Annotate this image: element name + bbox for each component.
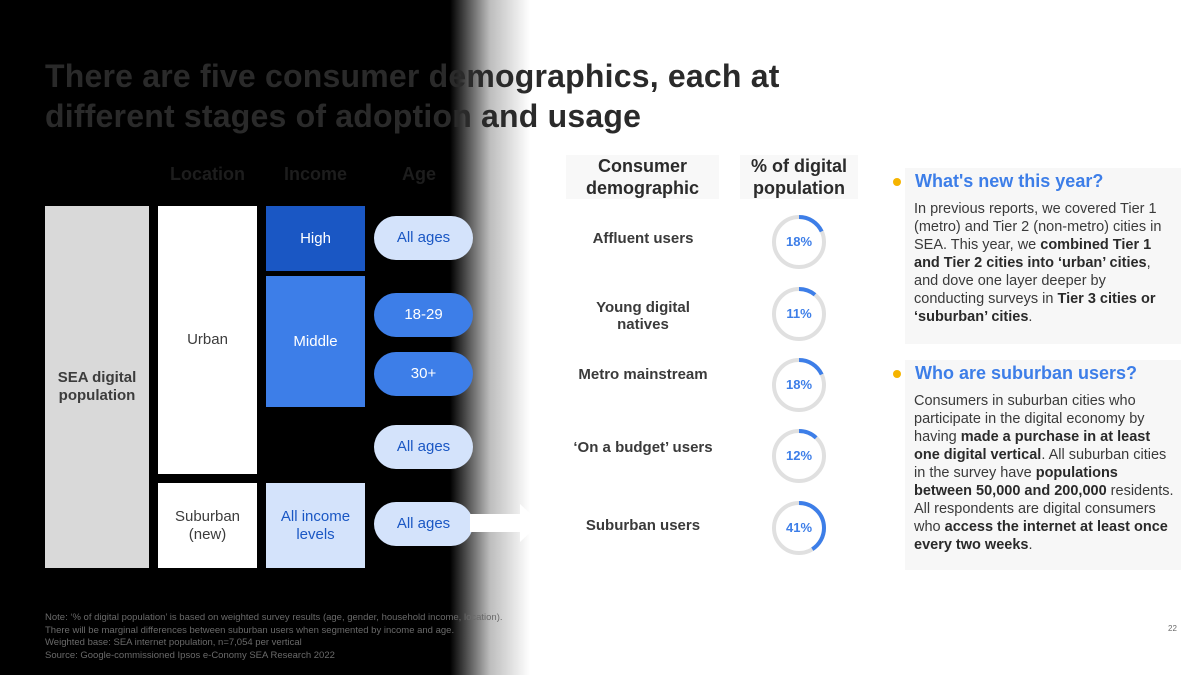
whats-new-panel — [905, 168, 1181, 344]
whats-new-title: What's new this year? — [915, 171, 1104, 191]
donut-chart: 11% — [772, 287, 826, 341]
donut-arc — [772, 501, 826, 555]
page-title: There are five consumer demographics, ea… — [45, 58, 780, 134]
segment-label: Suburban users — [585, 517, 701, 534]
segment-label: Young digital natives — [596, 299, 690, 333]
footnote-line: There will be marginal differences betwe… — [45, 624, 455, 636]
segment-label: Affluent users — [592, 230, 694, 247]
donut-arc — [772, 358, 826, 412]
age-pill-budget: All ages — [374, 425, 473, 469]
suburban-users-panel — [905, 360, 1181, 570]
donut-chart: 18% — [772, 215, 826, 269]
donut-arc — [772, 429, 826, 483]
age-header: Age — [401, 164, 436, 184]
donut-arc — [772, 215, 826, 269]
arrow-right-icon — [470, 504, 540, 542]
age-pill-suburban: All ages — [374, 502, 473, 546]
age-pill-affluent: All ages — [374, 216, 473, 260]
income-high-box: High — [266, 206, 365, 271]
donut-value-label: 18% — [786, 377, 812, 392]
donut-value-label: 11% — [786, 306, 812, 321]
donut-chart: 12% — [772, 429, 826, 483]
suburban-users-title: Who are suburban users? — [915, 363, 1138, 383]
income-all-levels-box: All income levels — [266, 483, 365, 568]
segment-label: Metro mainstream — [578, 366, 708, 383]
urban-location-box: Urban — [158, 206, 257, 474]
footnote-line: Note: ‘% of digital population’ is based… — [45, 612, 503, 623]
donut-chart: 41% — [772, 501, 826, 555]
income-middle-box: Middle — [266, 276, 365, 407]
donut-value-label: 41% — [786, 520, 812, 535]
bullet-icon — [893, 178, 901, 186]
bullet-icon — [893, 370, 901, 378]
suburban-users-text: Consumers in suburban cities who partici… — [914, 393, 1174, 553]
donut-value-label: 12% — [786, 448, 812, 463]
digital-population-header: % of digital population — [740, 155, 858, 199]
footnote-line: Weighted base: SEA internet population, … — [45, 637, 302, 648]
location-header: Location — [170, 164, 245, 184]
donut-arc — [772, 287, 826, 341]
footnotes: Note: ‘% of digital population’ is based… — [45, 612, 503, 662]
age-pill-30-plus: 30+ — [374, 352, 473, 396]
consumer-demographic-header: Consumer demographic — [566, 155, 719, 199]
donut-chart: 18% — [772, 358, 826, 412]
page-number: 22 — [1168, 624, 1177, 633]
sea-digital-population-box: SEA digital population — [45, 206, 149, 568]
income-header: Income — [283, 164, 348, 184]
whats-new-text: In previous reports, we covered Tier 1 (… — [914, 201, 1162, 325]
age-pill-18-29: 18-29 — [374, 293, 473, 337]
segment-label: ‘On a budget’ users — [573, 439, 713, 456]
suburban-location-box: Suburban (new) — [158, 483, 257, 568]
footnote-line: Source: Google-commissioned Ipsos e-Cono… — [45, 649, 335, 661]
donut-value-label: 18% — [786, 234, 812, 249]
